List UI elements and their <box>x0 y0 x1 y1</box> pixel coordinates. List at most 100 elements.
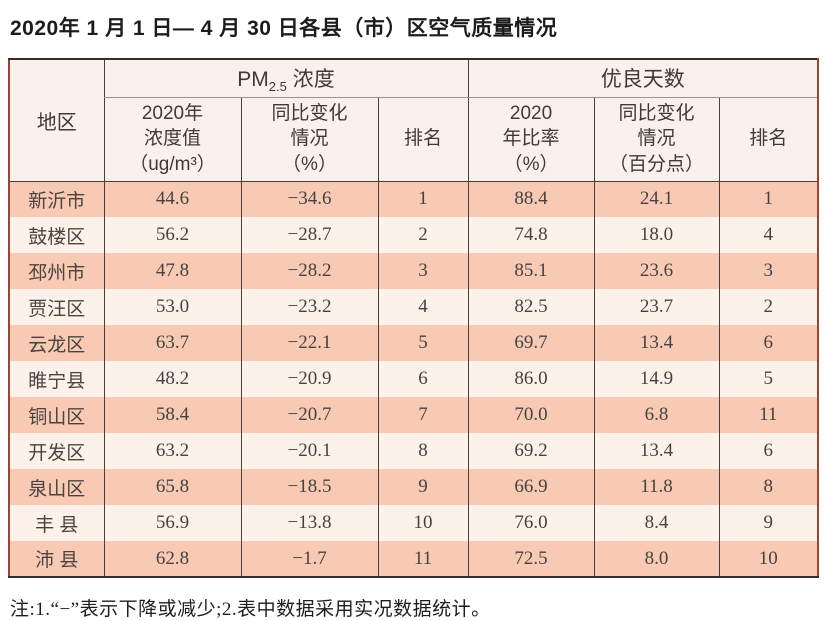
pm-value-cell: 63.2 <box>103 433 241 469</box>
pm-change-cell: −34.6 <box>240 181 378 217</box>
days-change-cell: 8.4 <box>593 505 720 541</box>
pm-rank-cell: 4 <box>377 289 469 325</box>
region-cell: 贾汪区 <box>9 289 104 325</box>
days-rate-cell: 72.5 <box>467 541 595 577</box>
pm-change-cell: −20.7 <box>240 397 378 433</box>
table-row: 沛 县 62.8 −1.7 11 72.5 8.0 10 <box>9 541 819 577</box>
table-row: 鼓楼区 56.2 −28.7 2 74.8 18.0 4 <box>9 217 819 253</box>
pm25-label-suffix: 浓度 <box>286 67 335 91</box>
pm-rank-cell: 8 <box>377 433 469 469</box>
days-rate-cell: 66.9 <box>467 469 595 505</box>
days-change-cell: 18.0 <box>593 217 720 253</box>
days-rate-cell: 74.8 <box>467 217 595 253</box>
days-rank-cell: 3 <box>718 253 819 289</box>
days-rank-cell: 1 <box>718 181 819 217</box>
pm-value-cell: 48.2 <box>103 361 241 397</box>
days-rate-cell: 86.0 <box>467 361 595 397</box>
pm-change-cell: −28.7 <box>240 217 378 253</box>
table-row: 泉山区 65.8 −18.5 9 66.9 11.8 8 <box>9 469 819 505</box>
pm-change-cell: −20.9 <box>240 361 378 397</box>
pm-rank-cell: 6 <box>377 361 469 397</box>
days-rank-cell: 4 <box>718 217 819 253</box>
pm-value-cell: 53.0 <box>103 289 241 325</box>
region-cell: 开发区 <box>9 433 104 469</box>
region-cell: 鼓楼区 <box>9 217 104 253</box>
pm-value-cell: 44.6 <box>103 181 241 217</box>
region-cell: 沛 县 <box>9 541 104 577</box>
days-rank-cell: 8 <box>718 469 819 505</box>
days-rate-cell: 85.1 <box>467 253 595 289</box>
pm-change-cell: −13.8 <box>240 505 378 541</box>
days-rate-cell: 69.2 <box>467 433 595 469</box>
air-quality-table: 地区 PM2.5 浓度 优良天数 2020年 浓度值 （ug/m³） 同比变化 … <box>8 58 820 578</box>
days-change-cell: 11.8 <box>593 469 720 505</box>
days-rank-cell: 6 <box>718 325 819 361</box>
days-change-cell: 14.9 <box>593 361 720 397</box>
pm-change-cell: −22.1 <box>240 325 378 361</box>
page-title: 2020年 1 月 1 日— 4 月 30 日各县（市）区空气质量情况 <box>10 17 558 40</box>
region-cell: 新沂市 <box>9 181 104 217</box>
header-days-change: 同比变化 情况 （百分点） <box>593 97 720 182</box>
days-change-cell: 23.7 <box>593 289 720 325</box>
table-header: 地区 PM2.5 浓度 优良天数 2020年 浓度值 （ug/m³） 同比变化 … <box>9 59 819 182</box>
region-cell: 邳州市 <box>9 253 104 289</box>
pm-value-cell: 58.4 <box>103 397 241 433</box>
days-rate-cell: 69.7 <box>467 325 595 361</box>
pm-value-cell: 56.2 <box>103 217 241 253</box>
header-days-rate: 2020 年比率 （%） <box>467 97 595 182</box>
header-days-rank: 排名 <box>718 97 819 182</box>
pm-change-cell: −18.5 <box>240 469 378 505</box>
region-cell: 铜山区 <box>9 397 104 433</box>
days-rate-cell: 82.5 <box>467 289 595 325</box>
days-change-cell: 8.0 <box>593 541 720 577</box>
region-cell: 泉山区 <box>9 469 104 505</box>
header-pm25-group: PM2.5 浓度 <box>103 59 469 98</box>
pm-change-cell: −28.2 <box>240 253 378 289</box>
table-row: 开发区 63.2 −20.1 8 69.2 13.4 6 <box>9 433 819 469</box>
table-row: 丰 县 56.9 −13.8 10 76.0 8.4 9 <box>9 505 819 541</box>
pm-rank-cell: 5 <box>377 325 469 361</box>
table-row: 邳州市 47.8 −28.2 3 85.1 23.6 3 <box>9 253 819 289</box>
header-pm-change: 同比变化 情况 （%） <box>240 97 378 182</box>
pm25-label-subscript: 2.5 <box>268 78 287 94</box>
pm-rank-cell: 10 <box>377 505 469 541</box>
days-rank-cell: 10 <box>718 541 819 577</box>
pm-rank-cell: 2 <box>377 217 469 253</box>
pm-value-cell: 56.9 <box>103 505 241 541</box>
pm-value-cell: 62.8 <box>103 541 241 577</box>
pm-rank-cell: 7 <box>377 397 469 433</box>
days-rank-cell: 5 <box>718 361 819 397</box>
pm-value-cell: 65.8 <box>103 469 241 505</box>
header-pm-value: 2020年 浓度值 （ug/m³） <box>103 97 241 182</box>
pm-rank-cell: 3 <box>377 253 469 289</box>
table-row: 贾汪区 53.0 −23.2 4 82.5 23.7 2 <box>9 289 819 325</box>
region-cell: 睢宁县 <box>9 361 104 397</box>
days-change-cell: 24.1 <box>593 181 720 217</box>
pm-rank-cell: 9 <box>377 469 469 505</box>
days-rank-cell: 11 <box>718 397 819 433</box>
table-row: 睢宁县 48.2 −20.9 6 86.0 14.9 5 <box>9 361 819 397</box>
table-footnote: 注:1.“−”表示下降或减少;2.表中数据采用实况数据统计。 <box>10 599 491 620</box>
table-row: 云龙区 63.7 −22.1 5 69.7 13.4 6 <box>9 325 819 361</box>
pm-change-cell: −20.1 <box>240 433 378 469</box>
days-change-cell: 23.6 <box>593 253 720 289</box>
pm-value-cell: 63.7 <box>103 325 241 361</box>
header-region: 地区 <box>9 59 104 182</box>
table-row: 铜山区 58.4 −20.7 7 70.0 6.8 11 <box>9 397 819 433</box>
days-rate-cell: 70.0 <box>467 397 595 433</box>
days-rank-cell: 2 <box>718 289 819 325</box>
table-row: 新沂市 44.6 −34.6 1 88.4 24.1 1 <box>9 181 819 217</box>
pm-rank-cell: 1 <box>377 181 469 217</box>
region-cell: 云龙区 <box>9 325 104 361</box>
pm-rank-cell: 11 <box>377 541 469 577</box>
header-good-days-group: 优良天数 <box>467 59 819 98</box>
days-change-cell: 13.4 <box>593 325 720 361</box>
pm25-label-prefix: PM <box>237 67 269 91</box>
header-pm-rank: 排名 <box>377 97 469 182</box>
days-rank-cell: 6 <box>718 433 819 469</box>
region-cell: 丰 县 <box>9 505 104 541</box>
days-change-cell: 6.8 <box>593 397 720 433</box>
table-body: 新沂市 44.6 −34.6 1 88.4 24.1 1 鼓楼区 56.2 −28.7 2 74.8 1… <box>9 181 819 577</box>
days-rate-cell: 76.0 <box>467 505 595 541</box>
